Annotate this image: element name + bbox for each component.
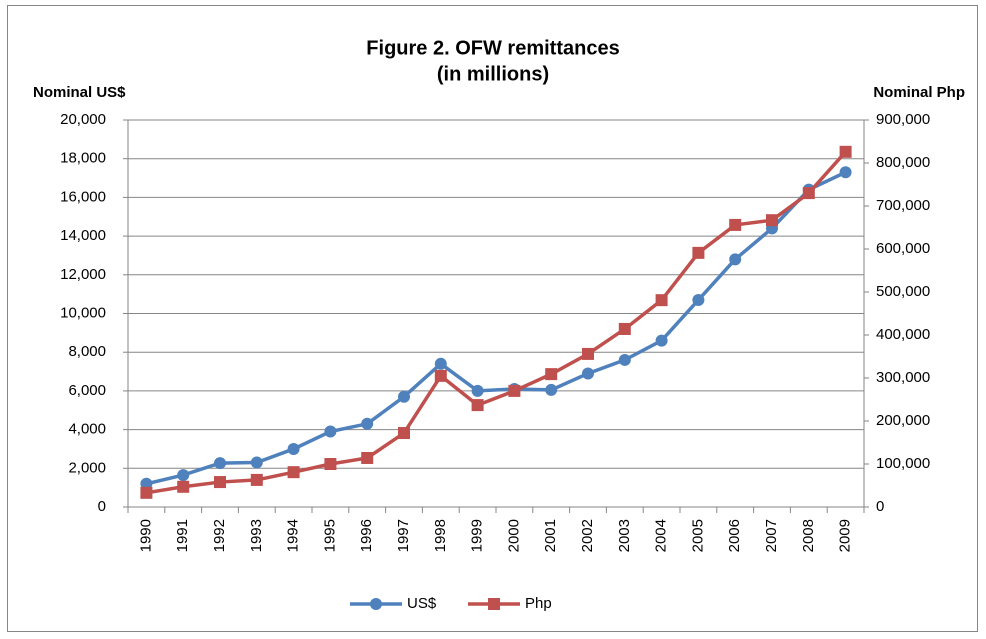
data-point [692, 246, 705, 259]
data-point [729, 218, 742, 231]
series-line [146, 150, 847, 495]
data-point [618, 353, 631, 366]
y-tick-label: 20,000 [60, 111, 106, 128]
data-point [140, 477, 153, 490]
data-point [545, 383, 558, 396]
x-tick-label: 2005 [689, 519, 706, 552]
y-axis-label: Nominal US$ [33, 84, 126, 101]
data-point [655, 294, 668, 307]
y-tick-label: 2,000 [68, 459, 106, 476]
y-tick-label: 4,000 [68, 421, 106, 438]
y2-tick-label: 0 [876, 498, 884, 515]
y2-tick-label: 300,000 [876, 369, 930, 386]
x-tick-label: 1993 [248, 519, 265, 552]
y-tick-label: 14,000 [60, 227, 106, 244]
chart-subtitle: (in millions) [437, 63, 549, 85]
x-tick-label: 1999 [469, 519, 486, 552]
x-tick-label: 2007 [763, 519, 780, 552]
data-point [471, 384, 484, 397]
chart-border [7, 5, 978, 632]
data-point [655, 334, 668, 347]
data-point [250, 456, 263, 469]
data-point [214, 457, 226, 470]
x-tick-label: 1991 [174, 519, 191, 552]
chart-title: Figure 2. OFW remittances [366, 37, 619, 59]
data-point [508, 384, 521, 397]
data-point [214, 476, 226, 489]
data-point [582, 347, 594, 360]
data-point [324, 425, 337, 438]
data-point [545, 368, 558, 381]
x-tick-label: 1997 [395, 519, 412, 552]
data-point [471, 399, 484, 412]
y-tick-label: 16,000 [60, 188, 106, 205]
data-point [398, 427, 410, 440]
legend-label: Php [525, 595, 552, 612]
series-line [145, 170, 847, 486]
data-point [140, 486, 153, 499]
x-tick-label: 2002 [579, 519, 596, 552]
y2-tick-label: 400,000 [876, 326, 930, 343]
x-tick-label: 1994 [285, 519, 302, 552]
y2-tick-label: 500,000 [876, 283, 930, 300]
data-point [434, 357, 447, 370]
x-tick-label: 1996 [358, 519, 375, 552]
x-tick-label: 2001 [542, 519, 559, 552]
x-tick-label: 1992 [211, 519, 228, 552]
x-tick-label: 1995 [321, 519, 338, 552]
y-tick-label: 12,000 [60, 266, 106, 283]
data-point [324, 458, 337, 470]
data-point [361, 417, 374, 430]
data-point [839, 145, 852, 158]
x-tick-label: 2009 [837, 519, 854, 552]
data-point [398, 390, 410, 403]
y-tick-label: 8,000 [68, 343, 106, 360]
y2-tick-label: 200,000 [876, 412, 930, 429]
y2-tick-label: 700,000 [876, 197, 930, 214]
legend-label: US$ [407, 595, 437, 612]
y-tick-label: 0 [98, 498, 106, 515]
data-point [766, 214, 778, 227]
y2-tick-label: 800,000 [876, 154, 930, 171]
data-point [618, 322, 631, 335]
data-point [177, 469, 190, 482]
y2-axis-label: Nominal Php [873, 84, 965, 101]
data-point [692, 293, 705, 306]
x-tick-label: 2000 [505, 519, 522, 552]
data-point [729, 253, 742, 266]
legend-marker [370, 598, 382, 610]
y2-tick-label: 600,000 [876, 240, 930, 257]
legend-marker [488, 598, 500, 610]
y-tick-label: 10,000 [60, 304, 106, 321]
x-tick-label: 1990 [137, 519, 154, 552]
data-point [434, 369, 447, 382]
x-tick-label: 2003 [616, 519, 633, 552]
y2-tick-label: 900,000 [876, 111, 930, 128]
x-tick-label: 2006 [726, 519, 743, 552]
data-point [802, 187, 815, 200]
y-tick-label: 18,000 [60, 150, 106, 167]
data-point [582, 367, 594, 380]
data-point [287, 466, 300, 479]
x-tick-label: 1998 [432, 519, 449, 552]
data-point [839, 166, 852, 179]
data-point [250, 473, 263, 486]
y-tick-label: 6,000 [68, 382, 106, 399]
data-point [361, 451, 374, 464]
data-point [287, 442, 300, 455]
x-tick-label: 2004 [653, 519, 670, 552]
y2-tick-label: 100,000 [876, 455, 930, 472]
data-point [177, 480, 190, 493]
x-tick-label: 2008 [800, 519, 817, 552]
